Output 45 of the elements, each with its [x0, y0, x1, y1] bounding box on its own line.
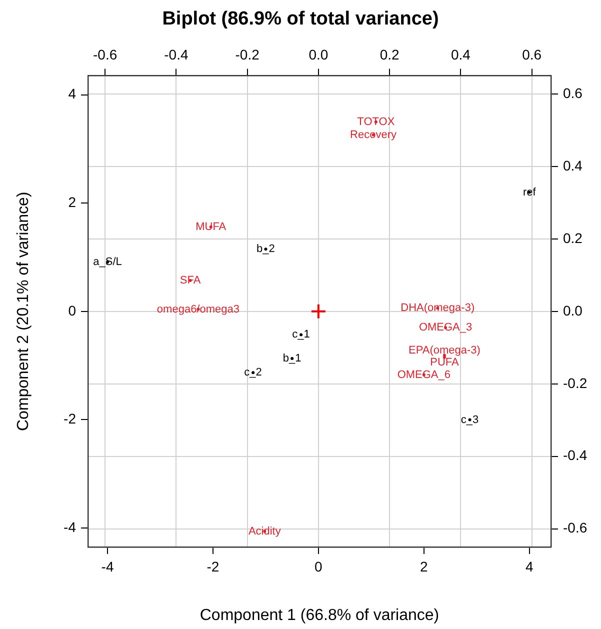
annotation: c_3 [460, 414, 479, 426]
x2-tick-label: 0.6 [522, 46, 542, 62]
y-tick-label: 2 [68, 194, 76, 210]
annotation: a_S/L [93, 256, 122, 268]
y2-tick-label: 0.0 [563, 302, 583, 318]
y-axis-title: Component 2 (20.1% of variance) [15, 192, 32, 432]
annotation: b_1 [282, 352, 302, 365]
annotation: EPA(omega-3) [408, 344, 480, 356]
x-tick-label: -2 [206, 558, 220, 574]
y2-tick-label: 0.2 [563, 230, 583, 246]
chart-title: Biplot (86.9% of total variance) [162, 8, 439, 30]
y2-tick-label: 0.6 [563, 84, 583, 101]
annotation: c_1 [292, 328, 310, 341]
y-tick-label: 0 [68, 302, 76, 318]
y2-tick-label: -0.6 [563, 520, 588, 536]
x-axis-title: Component 1 (66.8% of variance) [200, 606, 440, 624]
x2-tick-label: -0.6 [93, 46, 118, 62]
annotation: b_2 [256, 243, 275, 256]
y-tick-label: 4 [68, 86, 76, 102]
x-tick-label: 0 [314, 558, 323, 574]
annotation: Recovery [350, 128, 398, 141]
point [310, 303, 326, 320]
x2-tick-label: -0.4 [164, 46, 188, 62]
annotation: c_2 [244, 366, 262, 379]
x2-tick-label: 0.0 [308, 46, 328, 62]
y2-tick-label: 0.4 [563, 157, 583, 174]
y2-tick-label: -0.2 [563, 374, 588, 391]
annotation: Acidity [248, 525, 282, 538]
annotation: PUFA [430, 356, 460, 368]
x2-tick-label: 0.4 [450, 46, 471, 62]
x2-tick-label: -0.2 [235, 46, 260, 62]
y-tick-label: -2 [64, 410, 76, 427]
y-tick-label: -4 [64, 518, 76, 535]
annotation: omega6/omega3 [156, 303, 240, 316]
annotation: OMEGA_6 [397, 368, 451, 381]
annotation: TOTOX [357, 116, 396, 128]
annotation: DHA(omega-3) [400, 302, 475, 314]
y2-tick-label: -0.4 [563, 447, 588, 464]
x-tick-label: 4 [525, 558, 534, 574]
annotation: SFA [180, 274, 202, 287]
x-tick-label: 2 [420, 558, 428, 574]
annotation: OMEGA_3 [418, 322, 472, 334]
x2-tick-label: 0.2 [380, 46, 400, 62]
annotation: MUFA [196, 220, 227, 233]
x-tick-label: -4 [101, 558, 114, 574]
